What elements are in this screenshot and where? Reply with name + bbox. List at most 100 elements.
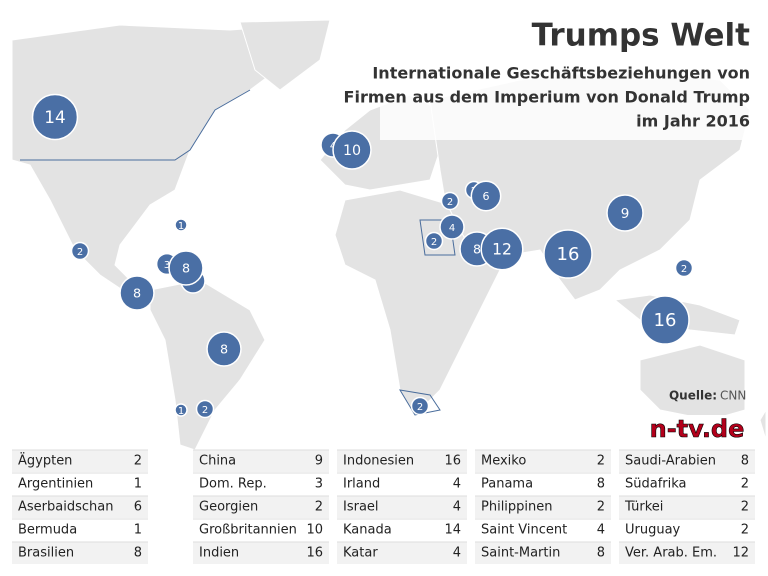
country-value: 10 <box>306 523 323 538</box>
bubble <box>206 331 242 367</box>
country-value: 1 <box>134 477 142 492</box>
country-value: 8 <box>741 454 749 469</box>
country-name: Irland <box>343 477 380 492</box>
table-row <box>193 542 329 564</box>
bubble-label: 16 <box>654 310 677 331</box>
bubble <box>31 93 79 141</box>
table-row <box>337 473 467 495</box>
table-row <box>619 496 755 518</box>
bubble-label: 2 <box>417 402 423 413</box>
bubble-label: 4 <box>449 223 455 234</box>
table-row <box>337 519 467 541</box>
country-name: Bermuda <box>18 523 77 538</box>
bubble-label: 8 <box>220 342 228 357</box>
bubble <box>410 396 430 416</box>
country-value: 4 <box>597 523 605 538</box>
source: CNN <box>720 389 746 403</box>
table-row <box>12 496 148 518</box>
country-value: 2 <box>741 500 749 515</box>
bubble <box>440 191 460 211</box>
country-value: 16 <box>444 454 461 469</box>
bubble <box>174 403 188 417</box>
country-value: 2 <box>315 500 323 515</box>
subtitle: im Jahr 2016 <box>636 112 750 131</box>
country-name: Katar <box>343 546 378 561</box>
bubble-label: 2 <box>447 197 453 208</box>
table-row <box>475 519 611 541</box>
country-name: Ägypten <box>18 453 72 469</box>
bubble-label: 8 <box>473 242 481 257</box>
bubble-label: 2 <box>202 405 208 416</box>
table-row <box>337 542 467 564</box>
country-borders <box>20 89 456 416</box>
country-name: Brasilien <box>18 546 74 561</box>
country-value: 2 <box>741 477 749 492</box>
bubble-label: 6 <box>482 190 489 203</box>
table-row <box>619 519 755 541</box>
country-value: 4 <box>453 546 461 561</box>
subtitle: Internationale Geschäftsbeziehungen von <box>372 64 750 83</box>
bubble-label: 2 <box>431 237 437 248</box>
logo-backdrop <box>642 415 752 443</box>
source-label: Quelle: <box>669 389 717 403</box>
country-name: Saudi-Arabien <box>625 454 716 469</box>
bubble <box>543 229 593 279</box>
title: Trumps Welt <box>532 18 751 54</box>
bubble-label: 2 <box>681 264 687 275</box>
country-value: 4 <box>453 477 461 492</box>
bubble <box>470 180 502 212</box>
country-value: 4 <box>453 500 461 515</box>
country-name: Uruguay <box>625 523 681 538</box>
country-name: Dom. Rep. <box>199 477 267 492</box>
bubble <box>480 227 524 271</box>
bubble <box>606 194 644 232</box>
country-value: 2 <box>134 454 142 469</box>
country-value: 8 <box>597 477 605 492</box>
country-name: Großbritannien <box>199 523 297 538</box>
table-row <box>193 450 329 472</box>
country-value: 12 <box>732 546 749 561</box>
table-row <box>12 519 148 541</box>
bubble <box>168 250 204 286</box>
bubble <box>332 130 372 170</box>
country-value: 2 <box>597 454 605 469</box>
bubble <box>640 295 690 345</box>
logo: n-tv.de <box>650 415 745 443</box>
table-row <box>475 542 611 564</box>
bubble <box>70 241 90 261</box>
table-row <box>337 450 467 472</box>
bubble-label: 12 <box>492 241 512 259</box>
country-value: 2 <box>741 523 749 538</box>
country-name: Argentinien <box>18 477 93 492</box>
bubble <box>119 275 155 311</box>
country-name: Indonesien <box>343 454 414 469</box>
bubble-label: 8 <box>133 286 141 301</box>
bubbles: 1441022642812169216123888122 <box>31 93 694 419</box>
country-value: 2 <box>597 500 605 515</box>
table-row <box>193 519 329 541</box>
bubble <box>174 218 188 232</box>
country-name: Kanada <box>343 523 392 538</box>
table-row <box>337 496 467 518</box>
country-name: Saint Vincent <box>481 523 567 538</box>
country-value: 6 <box>134 500 142 515</box>
bubble <box>674 258 694 278</box>
table-row <box>475 473 611 495</box>
country-value: 8 <box>597 546 605 561</box>
bubble-label: 10 <box>343 143 361 159</box>
bubble <box>424 231 444 251</box>
table-row <box>193 496 329 518</box>
country-name: Türkei <box>624 500 663 515</box>
bubble-label: 8 <box>182 261 190 276</box>
bubble <box>439 214 465 240</box>
table: Ägypten 2 Argentinien 1 Aserbaidschan 6 Bermud… <box>12 449 755 564</box>
bubble-label: 9 <box>621 206 630 222</box>
table-row <box>193 473 329 495</box>
bubble <box>195 399 215 419</box>
header-backdrop <box>380 10 758 140</box>
table-row <box>619 473 755 495</box>
country-value: 14 <box>444 523 461 538</box>
subtitle: Firmen aus dem Imperium von Donald Trump <box>344 88 750 107</box>
